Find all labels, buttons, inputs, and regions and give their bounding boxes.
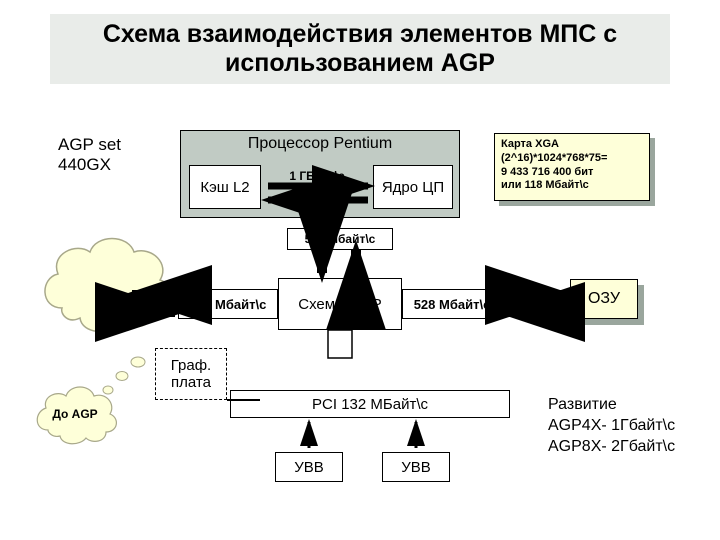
cpu-core: Ядро ЦП (373, 165, 453, 209)
future-l2: AGP4X- 1Гбайт\с (548, 416, 718, 437)
xga-l4: или 118 Мбайт\с (501, 179, 643, 193)
gpu-l1: Граф. (171, 357, 211, 374)
future-l1: Развитие (548, 395, 718, 416)
processor-label: Процессор Pentium (181, 135, 459, 153)
cloud-small-label: До AGP (50, 408, 100, 421)
xga-note: Карта XGA (2^16)*1024*768*75= 9 433 716 … (494, 133, 650, 201)
xga-l2: (2^16)*1024*768*75= (501, 152, 643, 166)
chipset-label: AGP set 440GX (58, 135, 168, 175)
gpu-box: Граф. плата (155, 348, 227, 400)
uvv-2: УВВ (382, 452, 450, 482)
agp-left-bw: 528 Мбайт\с (178, 289, 278, 319)
xga-l3: 9 433 716 400 бит (501, 166, 643, 180)
chipset-text: AGP set 440GX (58, 135, 121, 174)
ram-box: ОЗУ (570, 279, 638, 319)
bus-down-bw: 528 Мбайт\с (287, 228, 393, 250)
diagram-title: Схема взаимодействия элементов МПС с исп… (50, 14, 670, 84)
agp-center: Схемы AGP (278, 278, 402, 330)
xga-l1: Карта XGA (501, 138, 643, 152)
gpu-l2: плата (171, 374, 211, 391)
processor-group: Процессор Pentium Кэш L2 Ядро ЦП 1 ГБайт… (180, 130, 460, 218)
agp-right-bw: 528 Мбайт\с (402, 289, 502, 319)
l2-cache: Кэш L2 (189, 165, 261, 209)
uvv-1: УВВ (275, 452, 343, 482)
future-note: Развитие AGP4X- 1Гбайт\с AGP8X- 2Гбайт\с (548, 395, 718, 457)
cloud-big (45, 239, 172, 332)
pci-bar: PCI 132 МБайт\с (230, 390, 510, 418)
proc-bw: 1 ГБайт\с (271, 169, 363, 183)
future-l3: AGP8X- 2Гбайт\с (548, 437, 718, 458)
